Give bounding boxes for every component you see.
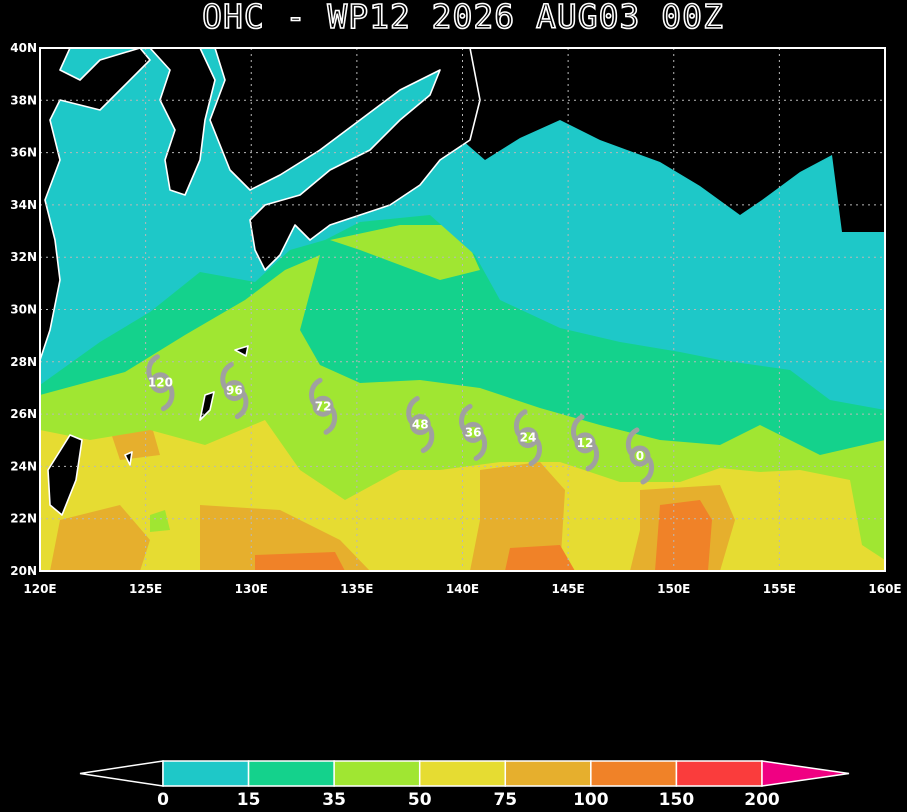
colorbar-segment	[590, 760, 678, 787]
lat-tick-label: 36N	[10, 146, 37, 160]
storm-ring	[462, 421, 484, 443]
lat-tick-label: 24N	[10, 459, 37, 473]
forecast-hour: 72	[315, 399, 332, 413]
colorbar-label: 100	[573, 790, 609, 808]
lon-tick-label: 160E	[868, 582, 901, 596]
storm-ring	[223, 380, 245, 402]
storm-position: 120	[146, 354, 175, 412]
storm-position: 36	[459, 403, 488, 461]
forecast-hour: 24	[520, 431, 537, 445]
storm-ring	[629, 445, 651, 467]
lat-tick-label: 20N	[10, 564, 37, 578]
storm-position: 72	[309, 377, 338, 435]
lon-tick-label: 125E	[129, 582, 162, 596]
lat-tick-label: 26N	[10, 407, 37, 421]
colorbar-under	[79, 760, 164, 787]
forecast-hour: 48	[412, 418, 429, 432]
field-150	[255, 500, 712, 571]
colorbar-over	[761, 760, 850, 787]
lon-tick-label: 155E	[763, 582, 796, 596]
storm-ring	[149, 372, 171, 394]
colorbar-segment	[675, 760, 763, 787]
colorbar-label: 50	[408, 790, 432, 808]
title: OHC - WP12 2026 AUG03 00Z	[202, 0, 724, 36]
storm-ring	[517, 427, 539, 449]
storm-position: 0	[625, 427, 654, 485]
colorbar-label: 0	[157, 790, 169, 808]
lon-tick-label: 135E	[340, 582, 373, 596]
lat-tick-label: 34N	[10, 198, 37, 212]
forecast-hour: 0	[636, 449, 644, 463]
colorbar-segment	[418, 760, 507, 787]
land-ryukyu	[124, 345, 249, 466]
colorbar-label: 15	[237, 790, 261, 808]
lon-tick-label: 120E	[23, 582, 56, 596]
plot-frame	[39, 47, 886, 572]
colorbar-segment	[162, 760, 250, 787]
lat-tick-label: 30N	[10, 303, 37, 317]
colorbar-label: 200	[744, 790, 780, 808]
land-taiwan	[47, 434, 83, 516]
lon-tick-label: 150E	[657, 582, 690, 596]
lat-tick-label: 40N	[10, 41, 37, 55]
colorbar-segment	[504, 760, 592, 787]
colorbar-label: 150	[659, 790, 695, 808]
lat-tick-label: 22N	[10, 512, 37, 526]
land-china	[40, 48, 151, 361]
land-japan	[209, 48, 481, 271]
forecast-hour: 36	[465, 425, 482, 439]
lon-tick-label: 140E	[446, 582, 479, 596]
lat-tick-label: 32N	[10, 250, 37, 264]
lon-tick-label: 130E	[235, 582, 268, 596]
colorbar-segment	[333, 760, 421, 787]
colorbar: 0 15 35 50 75 100 150 200	[79, 760, 850, 810]
field-100	[50, 420, 735, 571]
land-korea	[149, 48, 216, 196]
lat-tick-label: 38N	[10, 93, 37, 107]
storm-position: 24	[513, 409, 543, 467]
storm-position: 96	[220, 362, 249, 420]
lat-tick-label: 28N	[10, 355, 37, 369]
axis-labels: 120E 125E 130E 135E 140E 145E 150E 155E 160E 20N 2…	[10, 41, 901, 596]
forecast-hour: 12	[577, 436, 594, 450]
forecast-hour: 120	[148, 376, 173, 390]
colorbar-label: 75	[493, 790, 517, 808]
storm-ring	[574, 432, 596, 454]
storm-position: 48	[406, 396, 435, 454]
storm-ring	[409, 414, 431, 436]
storm-position: 12	[571, 414, 600, 472]
colorbar-segment	[247, 760, 335, 787]
forecast-hour: 96	[226, 384, 243, 398]
storm-ring	[312, 395, 334, 417]
field-50-north	[330, 225, 480, 280]
colorbar-label: 35	[322, 790, 346, 808]
no-data-region	[460, 48, 885, 232]
lon-tick-label: 145E	[552, 582, 585, 596]
